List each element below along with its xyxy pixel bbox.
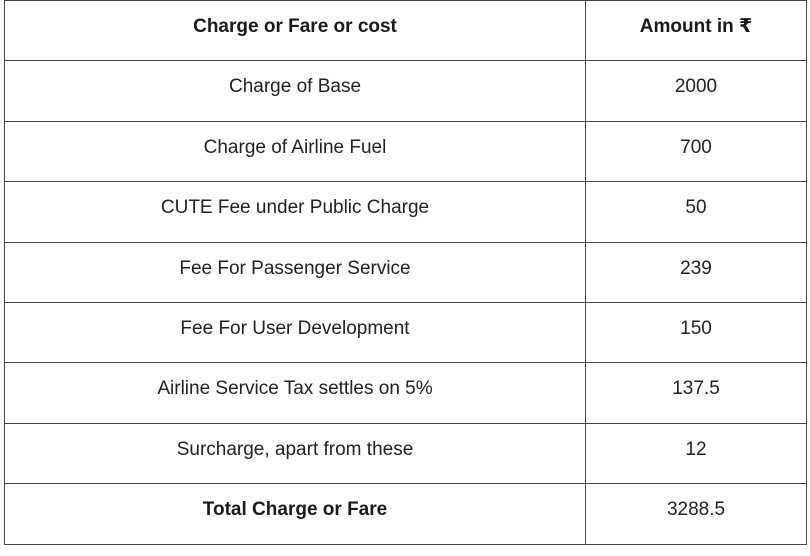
charge-amount: 137.5	[585, 362, 807, 424]
fare-table: Charge or Fare or cost Amount in ₹ Charg…	[4, 0, 807, 546]
table-row: Fee For Passenger Service 239	[4, 241, 807, 303]
charge-label: Charge of Base	[4, 60, 586, 122]
charge-amount: 12	[585, 422, 807, 485]
table-header-row: Charge or Fare or cost Amount in ₹	[4, 0, 807, 62]
table-row: Airline Service Tax settles on 5% 137.5	[4, 362, 807, 424]
charge-label: Fee For User Development	[4, 301, 586, 364]
charge-amount: 239	[585, 241, 807, 303]
table-row: CUTE Fee under Public Charge 50	[4, 181, 807, 243]
table-row: Surcharge, apart from these 12	[4, 422, 807, 485]
fare-table-container: Charge or Fare or cost Amount in ₹ Charg…	[4, 0, 807, 546]
charge-label: Charge of Airline Fuel	[4, 120, 586, 183]
charge-label: Surcharge, apart from these	[4, 422, 586, 485]
table-row: Charge of Airline Fuel 700	[4, 120, 807, 183]
table-row: Fee For User Development 150	[4, 301, 807, 364]
total-row: Total Charge or Fare 3288.5	[4, 483, 807, 546]
charge-amount: 2000	[585, 60, 807, 122]
charge-amount: 50	[585, 181, 807, 243]
charge-label: Airline Service Tax settles on 5%	[4, 362, 586, 424]
total-amount: 3288.5	[585, 483, 807, 546]
charge-amount: 700	[585, 120, 807, 183]
charge-label: CUTE Fee under Public Charge	[4, 181, 586, 243]
charge-amount: 150	[585, 301, 807, 364]
charge-label: Fee For Passenger Service	[4, 241, 586, 303]
column-header-amount: Amount in ₹	[585, 0, 807, 62]
column-header-charge: Charge or Fare or cost	[4, 0, 586, 62]
total-label: Total Charge or Fare	[4, 483, 586, 546]
table-row: Charge of Base 2000	[4, 60, 807, 122]
